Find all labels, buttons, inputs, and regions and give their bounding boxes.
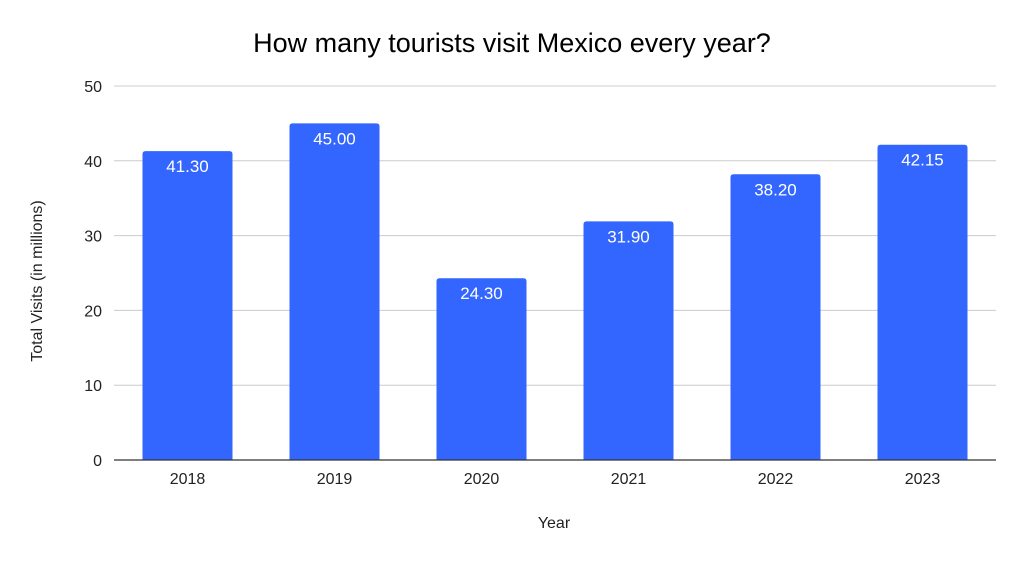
bar: [142, 151, 233, 461]
bar: [877, 144, 968, 460]
x-tick-label: 2022: [758, 471, 794, 488]
y-tick-label: 40: [84, 154, 102, 171]
bar: [289, 123, 380, 461]
y-tick-label: 30: [84, 229, 102, 246]
x-tick-label: 2019: [317, 471, 353, 488]
data-label: 31.90: [607, 227, 650, 246]
y-tick-label: 10: [84, 378, 102, 395]
gridlines: [114, 85, 996, 386]
x-axis-label: Year: [538, 515, 571, 532]
data-label: 42.15: [901, 151, 944, 170]
x-tick-label: 2023: [905, 471, 941, 488]
data-label: 41.30: [166, 157, 209, 176]
x-tick-label: 2021: [611, 471, 647, 488]
x-tick-label: 2020: [464, 471, 500, 488]
y-tick-label: 20: [84, 303, 102, 320]
data-label: 45.00: [313, 129, 356, 148]
y-axis-ticks: 0 10 20 30 40 50: [84, 79, 102, 470]
x-axis-ticks: 2018 2019 2020 2021 2022 2023: [170, 471, 941, 488]
y-tick-label: 0: [93, 453, 102, 470]
bar: [730, 174, 821, 460]
bars: 41.30 45.00 24.30 31.90 38.20 42.15: [142, 123, 968, 461]
bar: [436, 278, 527, 460]
y-tick-label: 50: [84, 79, 102, 96]
x-tick-label: 2018: [170, 471, 206, 488]
y-axis-label: Total Visits (in millions): [29, 200, 46, 362]
data-label: 24.30: [460, 284, 503, 303]
chart-title: How many tourists visit Mexico every yea…: [253, 28, 771, 58]
data-label: 38.20: [754, 180, 797, 199]
bar: [583, 221, 674, 460]
